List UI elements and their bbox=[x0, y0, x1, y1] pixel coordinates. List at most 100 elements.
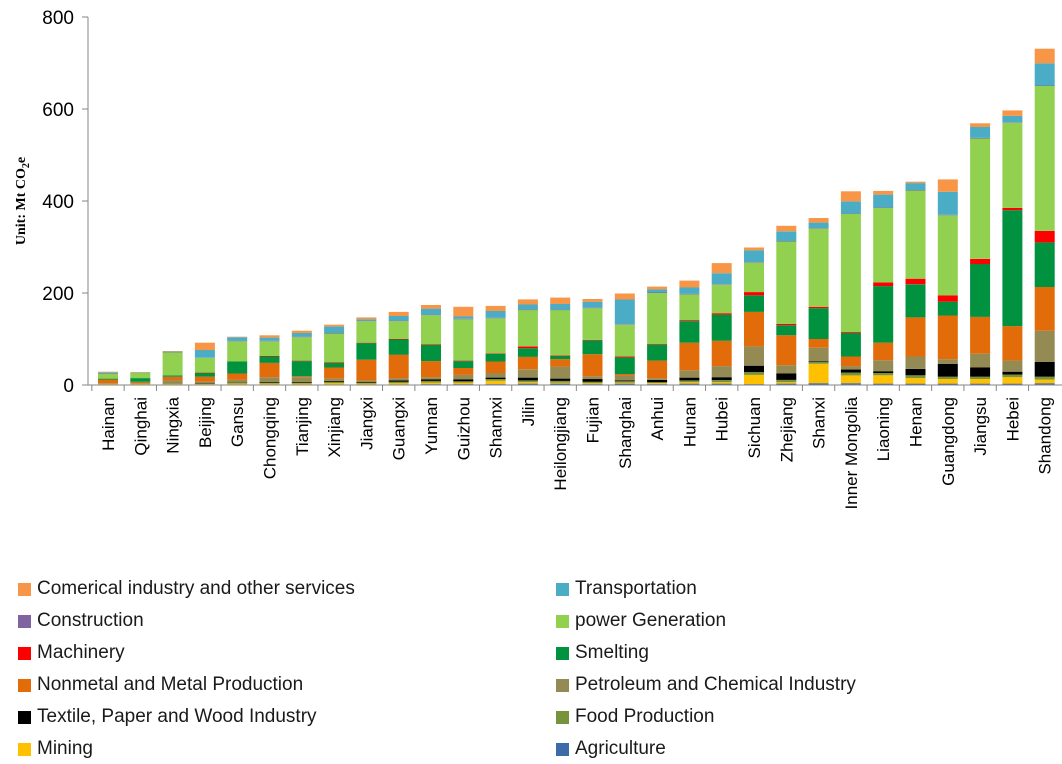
bar-segment-nonmetal-and-metal-production-shannxi bbox=[485, 361, 506, 373]
bar-segment-power-generation-beijing bbox=[194, 357, 215, 373]
bar-segment-power-generation-shanghai bbox=[614, 324, 635, 357]
bar-segment-food-production-inner-mongolia bbox=[840, 372, 861, 376]
bar-segment-machinery-shannxi bbox=[485, 353, 506, 354]
x-tick-label-shannxi: Shannxi bbox=[487, 397, 506, 458]
bar-segment-smelting-guizhou bbox=[453, 361, 474, 368]
bar-segment-construction-shandong bbox=[1034, 85, 1055, 86]
bar-segment-nonmetal-and-metal-production-xinjiang bbox=[324, 367, 345, 379]
bar-segment-textile-paper-and-wood-industry-guizhou bbox=[453, 379, 474, 382]
bar-segment-petroleum-and-chemical-industry-shannxi bbox=[485, 373, 506, 378]
bar-segment-construction-heilongjiang bbox=[550, 309, 571, 311]
bar-segment-agriculture-shanxi bbox=[808, 383, 829, 385]
legend-swatch bbox=[556, 646, 569, 660]
bar-segment-machinery-zhejiang bbox=[776, 323, 797, 326]
bar-segment-power-generation-guizhou bbox=[453, 319, 474, 361]
bar-segment-petroleum-and-chemical-industry-guizhou bbox=[453, 374, 474, 380]
bar-segment-power-generation-heilongjiang bbox=[550, 310, 571, 356]
bar-segment-mining-fujian bbox=[582, 383, 603, 385]
bar-segment-nonmetal-and-metal-production-sichuan bbox=[744, 311, 764, 347]
bar-segment-food-production-hubei bbox=[711, 379, 732, 383]
bar-segment-food-production-gansu bbox=[227, 382, 248, 384]
bar-segment-petroleum-and-chemical-industry-beijing bbox=[194, 381, 215, 384]
bar-segment-machinery-tianjing bbox=[291, 360, 312, 362]
bar-segment-nonmetal-and-metal-production-hubei bbox=[711, 340, 732, 367]
bar-segment-smelting-jilin bbox=[517, 348, 538, 357]
bar-segment-food-production-shanxi bbox=[808, 362, 829, 364]
bar-segment-smelting-heilongjiang bbox=[550, 356, 571, 360]
bar-segment-food-production-ningxia bbox=[162, 383, 183, 385]
bar-segment-comerical-industry-and-other-services-zhejiang bbox=[776, 225, 797, 232]
bars bbox=[98, 48, 1055, 385]
bar-segment-construction-hunan bbox=[679, 293, 700, 295]
legend-item: Construction bbox=[18, 606, 144, 636]
bar-segment-power-generation-hunan bbox=[679, 294, 700, 321]
bar-segment-comerical-industry-and-other-services-ningxia bbox=[162, 351, 183, 352]
bar-segment-textile-paper-and-wood-industry-shanxi bbox=[808, 361, 829, 362]
bar-segment-transportation-guangxi bbox=[388, 316, 409, 321]
bar-segment-construction-xinjiang bbox=[324, 333, 345, 334]
bar-segment-power-generation-ningxia bbox=[162, 352, 183, 376]
bar-segment-food-production-jiangsu bbox=[970, 376, 991, 379]
bar-segment-power-generation-xinjiang bbox=[324, 333, 345, 363]
bar-segment-mining-jiangsu bbox=[970, 379, 991, 384]
bar-segment-transportation-gansu bbox=[227, 337, 248, 341]
bar-segment-power-generation-jilin bbox=[517, 310, 538, 347]
bar-segment-smelting-henan bbox=[905, 284, 926, 318]
bar-segment-comerical-industry-and-other-services-shanxi bbox=[808, 218, 829, 223]
bar-segment-power-generation-fujian bbox=[582, 308, 603, 340]
bar-segment-food-production-zhejiang bbox=[776, 379, 797, 383]
legend-item: Nonmetal and Metal Production bbox=[18, 670, 303, 700]
legend-item: Machinery bbox=[18, 638, 125, 668]
bar-segment-transportation-guizhou bbox=[453, 316, 474, 319]
bar-segment-comerical-industry-and-other-services-gansu bbox=[227, 336, 248, 338]
bar-segment-comerical-industry-and-other-services-hebei bbox=[1002, 110, 1023, 116]
bar-segment-textile-paper-and-wood-industry-shannxi bbox=[485, 377, 506, 379]
bar-segment-petroleum-and-chemical-industry-jiangxi bbox=[356, 380, 377, 382]
bar-segment-food-production-yunnan bbox=[421, 380, 441, 383]
bar-segment-transportation-shandong bbox=[1034, 63, 1055, 86]
x-tick-label-guizhou: Guizhou bbox=[454, 397, 473, 460]
legend-label: Smelting bbox=[575, 642, 649, 663]
bar-segment-machinery-fujian bbox=[582, 339, 603, 341]
bar-segment-construction-henan bbox=[905, 190, 926, 191]
bar-segment-transportation-guangdong bbox=[937, 191, 958, 215]
bar-segment-mining-shanghai bbox=[614, 382, 635, 384]
legend-label: Construction bbox=[37, 610, 144, 631]
x-tick-label-jiangxi: Jiangxi bbox=[357, 397, 376, 450]
bar-segment-comerical-industry-and-other-services-jiangsu bbox=[970, 123, 991, 127]
bar-segment-nonmetal-and-metal-production-hunan bbox=[679, 342, 700, 371]
bar-segment-petroleum-and-chemical-industry-hunan bbox=[679, 370, 700, 378]
bar-segment-machinery-jiangsu bbox=[970, 259, 991, 265]
bar-segment-power-generation-hebei bbox=[1002, 122, 1023, 208]
bar-segment-mining-guangdong bbox=[937, 379, 958, 384]
x-tick-label-hunan: Hunan bbox=[680, 397, 699, 447]
legend-swatch bbox=[556, 582, 569, 596]
bar-segment-smelting-liaoning bbox=[873, 286, 894, 343]
bar-segment-construction-anhui bbox=[647, 292, 668, 293]
bar-segment-mining-zhejiang bbox=[776, 382, 797, 384]
bar-segment-petroleum-and-chemical-industry-guangdong bbox=[937, 359, 958, 364]
bar-segment-power-generation-qinghai bbox=[130, 373, 151, 379]
bar-segment-petroleum-and-chemical-industry-hainan bbox=[98, 383, 118, 384]
legend-swatch bbox=[18, 582, 31, 596]
bar-segment-agriculture-hunan bbox=[679, 383, 700, 385]
bar-segment-agriculture-zhejiang bbox=[776, 383, 797, 385]
bar-segment-transportation-hebei bbox=[1002, 115, 1023, 123]
bar-segment-nonmetal-and-metal-production-fujian bbox=[582, 354, 603, 377]
bar-segment-mining-hebei bbox=[1002, 377, 1023, 384]
bar-segment-nonmetal-and-metal-production-shanxi bbox=[808, 339, 829, 348]
x-tick-label-hebei: Hebei bbox=[1003, 397, 1022, 441]
bar-segment-textile-paper-and-wood-industry-heilongjiang bbox=[550, 378, 571, 381]
bar-segment-nonmetal-and-metal-production-chongqing bbox=[259, 362, 280, 378]
bar-segment-construction-shanxi bbox=[808, 228, 829, 229]
bar-segment-comerical-industry-and-other-services-beijing bbox=[194, 342, 215, 351]
x-tick-label-inner-mongolia: Inner Mongolia bbox=[842, 396, 861, 509]
bar-segment-mining-qinghai bbox=[130, 384, 151, 385]
legend-item: power Generation bbox=[556, 606, 726, 636]
bar-segment-machinery-yunnan bbox=[421, 344, 441, 345]
legend-label: Comerical industry and other services bbox=[37, 578, 355, 599]
bar-segment-construction-chongqing bbox=[259, 340, 280, 342]
bar-segment-transportation-tianjing bbox=[291, 333, 312, 337]
bar-segment-machinery-guizhou bbox=[453, 360, 474, 362]
x-tick-label-xinjiang: Xinjiang bbox=[325, 397, 344, 458]
